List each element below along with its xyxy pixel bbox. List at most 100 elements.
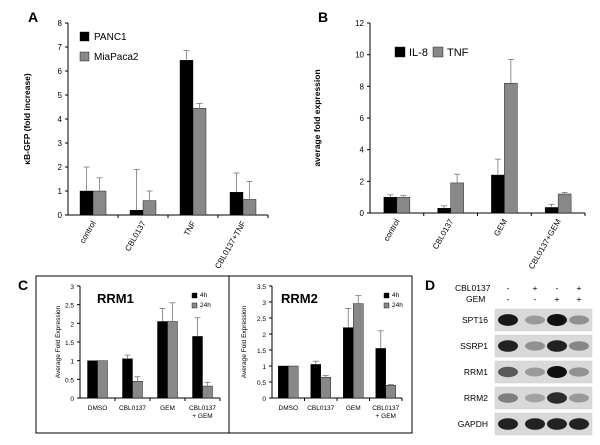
blot-band bbox=[525, 341, 545, 351]
bar bbox=[310, 364, 321, 399]
y-tick-label: 6 bbox=[58, 67, 63, 76]
bar bbox=[320, 377, 331, 399]
y-tick-label: 2 bbox=[262, 332, 266, 339]
bar bbox=[491, 174, 505, 214]
legend-swatch bbox=[394, 46, 406, 58]
y-tick-label: 3 bbox=[58, 139, 63, 148]
bar bbox=[97, 360, 108, 399]
legend-label: PANC1 bbox=[94, 32, 127, 43]
y-axis-label: Average Fold Expression bbox=[241, 305, 248, 378]
panel-letter-b: B bbox=[318, 9, 328, 25]
legend-label: IL-8 bbox=[409, 47, 428, 59]
condition-sign: - bbox=[556, 283, 559, 293]
x-tick-label: GEM bbox=[346, 405, 361, 412]
x-tick-label: CBL0137 bbox=[431, 217, 456, 251]
blot-band bbox=[498, 393, 518, 403]
blot-band bbox=[569, 367, 589, 377]
bar bbox=[202, 385, 213, 399]
bar bbox=[504, 82, 518, 214]
bar bbox=[396, 196, 411, 214]
legend-label: 4h bbox=[200, 292, 208, 299]
x-tick-label: CBL0137 bbox=[123, 219, 148, 253]
y-tick-label: 2 bbox=[360, 177, 365, 186]
bar bbox=[167, 321, 178, 399]
y-tick-label: 6 bbox=[360, 114, 365, 123]
blot-row-label: SSRP1 bbox=[460, 341, 488, 351]
bar bbox=[343, 327, 354, 399]
panel-letter-a: A bbox=[28, 9, 38, 25]
legend-swatch bbox=[383, 302, 390, 309]
bar bbox=[192, 107, 207, 216]
y-tick-label: 1 bbox=[58, 187, 63, 196]
y-tick-label: 1.5 bbox=[65, 340, 74, 347]
y-tick-label: 3.5 bbox=[257, 284, 266, 291]
y-axis-label: Average Fold Expression bbox=[55, 305, 62, 378]
y-tick-label: 3 bbox=[262, 300, 266, 307]
chart-a: 0 1 2 3 4 5 6 7 8 κB-GFP (fold increase) control CB… bbox=[22, 19, 269, 270]
x-tick-label: GEM bbox=[492, 217, 509, 238]
condition-sign: - bbox=[507, 294, 510, 304]
condition-sign: - bbox=[507, 283, 510, 293]
y-tick-label: 1 bbox=[262, 364, 266, 371]
bar bbox=[353, 303, 364, 399]
y-tick-label: 1 bbox=[70, 359, 74, 366]
blot-band bbox=[525, 393, 545, 403]
y-tick-label: 2 bbox=[58, 163, 63, 172]
x-tick-label: CBL0137+TNF bbox=[213, 219, 248, 270]
blot-row-label: GAPDH bbox=[458, 419, 488, 429]
x-tick-label: TNF bbox=[182, 219, 198, 237]
y-axis-label: average fold expression bbox=[312, 69, 322, 166]
bar bbox=[87, 360, 98, 399]
condition-sign: + bbox=[555, 294, 560, 304]
blot-band bbox=[569, 418, 589, 430]
blot-row-label: RRM1 bbox=[464, 367, 488, 377]
bar bbox=[242, 199, 257, 216]
bar bbox=[229, 191, 244, 216]
blot-row-label: RRM2 bbox=[464, 393, 488, 403]
blot-band bbox=[547, 366, 567, 378]
x-tick-label: CBL0137 + GEM bbox=[189, 405, 216, 420]
bar bbox=[132, 381, 143, 399]
chart-c-rrm1: 0 0.5 1 1.5 2 2.5 3 Average Fold Expression DMSO… bbox=[55, 284, 221, 420]
x-tick-label: DMSO bbox=[88, 405, 108, 412]
blot-band bbox=[547, 418, 567, 430]
x-tick-label: CBL0137+GEM bbox=[527, 217, 563, 271]
y-tick-label: 2.5 bbox=[65, 303, 74, 310]
condition-sign: - bbox=[534, 294, 537, 304]
y-tick-label: 1.5 bbox=[257, 348, 266, 355]
blot-band bbox=[498, 340, 518, 352]
y-tick-label: 7 bbox=[58, 43, 63, 52]
blot-row-label: SPT16 bbox=[462, 315, 488, 325]
y-tick-label: 10 bbox=[355, 51, 364, 60]
x-tick-label: control bbox=[78, 219, 98, 244]
legend-swatch bbox=[79, 31, 90, 42]
bar bbox=[437, 208, 451, 214]
y-tick-label: 8 bbox=[58, 19, 63, 28]
condition-label: GEM bbox=[466, 294, 485, 304]
blot-band bbox=[569, 341, 589, 351]
legend-swatch bbox=[191, 292, 198, 299]
condition-label: CBL0137 bbox=[455, 283, 491, 293]
bar bbox=[79, 190, 94, 216]
x-tick-label: CBL0137 bbox=[307, 405, 334, 412]
legend-label: MiaPaca2 bbox=[94, 52, 139, 63]
y-tick-label: 4 bbox=[360, 146, 365, 155]
bar bbox=[450, 182, 464, 214]
blot-band bbox=[547, 392, 567, 404]
condition-sign: + bbox=[533, 283, 538, 293]
y-tick-label: 0 bbox=[262, 396, 266, 403]
y-tick-label: 2 bbox=[70, 321, 74, 328]
bar bbox=[375, 348, 386, 399]
chart-b: 0 2 4 6 8 10 12 average fold expression control C… bbox=[312, 19, 586, 271]
y-tick-label: 0.5 bbox=[257, 380, 266, 387]
legend-label: 24h bbox=[200, 302, 211, 309]
y-axis-label: κB-GFP (fold increase) bbox=[22, 73, 32, 165]
blot-band bbox=[498, 366, 518, 378]
y-tick-label: 8 bbox=[360, 82, 365, 91]
bar bbox=[179, 60, 194, 216]
legend-swatch bbox=[191, 302, 198, 309]
blot-band bbox=[569, 393, 589, 403]
bar bbox=[278, 365, 289, 399]
legend-swatch bbox=[79, 51, 90, 62]
bar bbox=[557, 193, 572, 214]
